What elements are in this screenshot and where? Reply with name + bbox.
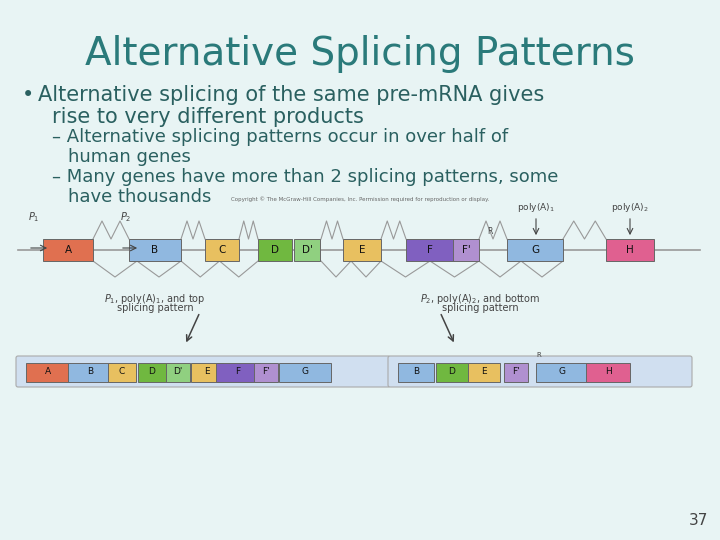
Text: R: R — [487, 227, 492, 236]
FancyBboxPatch shape — [191, 362, 223, 381]
FancyBboxPatch shape — [26, 362, 70, 381]
FancyBboxPatch shape — [254, 362, 278, 381]
Text: D: D — [148, 368, 156, 376]
Text: Alternative Splicing Patterns: Alternative Splicing Patterns — [85, 35, 635, 73]
Text: $P_1$, poly(A)$_1$, and top: $P_1$, poly(A)$_1$, and top — [104, 292, 206, 306]
Text: E: E — [204, 368, 210, 376]
Text: human genes: human genes — [68, 148, 191, 166]
FancyBboxPatch shape — [504, 362, 528, 381]
Text: A: A — [45, 368, 51, 376]
FancyBboxPatch shape — [388, 356, 692, 387]
FancyBboxPatch shape — [138, 362, 166, 381]
Text: H: H — [605, 368, 611, 376]
FancyBboxPatch shape — [205, 239, 239, 261]
Text: E: E — [359, 245, 365, 255]
Text: 37: 37 — [688, 513, 708, 528]
Text: G: G — [531, 245, 539, 255]
FancyBboxPatch shape — [468, 362, 500, 381]
Text: C: C — [119, 368, 125, 376]
Text: B: B — [87, 368, 93, 376]
Text: – Alternative splicing patterns occur in over half of: – Alternative splicing patterns occur in… — [52, 128, 508, 146]
Text: C: C — [218, 245, 225, 255]
FancyBboxPatch shape — [16, 356, 390, 387]
Text: $P_2$, poly(A)$_2$, and bottom: $P_2$, poly(A)$_2$, and bottom — [420, 292, 540, 306]
FancyBboxPatch shape — [216, 362, 260, 381]
Text: D: D — [271, 245, 279, 255]
Text: D': D' — [174, 368, 183, 376]
FancyBboxPatch shape — [586, 362, 630, 381]
Text: Alternative splicing of the same pre-mRNA gives: Alternative splicing of the same pre-mRN… — [38, 85, 544, 105]
Text: G: G — [559, 368, 565, 376]
FancyBboxPatch shape — [279, 362, 331, 381]
Text: rise to very different products: rise to very different products — [52, 107, 364, 127]
FancyBboxPatch shape — [129, 239, 181, 261]
Text: E: E — [481, 368, 487, 376]
FancyBboxPatch shape — [294, 239, 320, 261]
FancyBboxPatch shape — [108, 362, 136, 381]
Text: splicing pattern: splicing pattern — [441, 303, 518, 313]
Text: splicing pattern: splicing pattern — [117, 303, 193, 313]
Text: G: G — [302, 368, 308, 376]
FancyBboxPatch shape — [536, 362, 588, 381]
Text: $P_2$: $P_2$ — [120, 210, 132, 224]
FancyBboxPatch shape — [43, 239, 93, 261]
Text: Copyright © The McGraw-Hill Companies, Inc. Permission required for reproduction: Copyright © The McGraw-Hill Companies, I… — [231, 197, 489, 202]
Text: H: H — [626, 245, 634, 255]
FancyBboxPatch shape — [166, 362, 190, 381]
Text: have thousands: have thousands — [68, 188, 212, 206]
Text: D: D — [449, 368, 456, 376]
FancyBboxPatch shape — [68, 362, 112, 381]
Text: F: F — [427, 245, 433, 255]
Text: •: • — [22, 85, 35, 105]
Text: F': F' — [512, 368, 520, 376]
Text: R: R — [536, 352, 541, 358]
Text: D': D' — [302, 245, 312, 255]
FancyBboxPatch shape — [507, 239, 563, 261]
Text: A: A — [64, 245, 71, 255]
Text: F': F' — [462, 245, 470, 255]
FancyBboxPatch shape — [606, 239, 654, 261]
FancyBboxPatch shape — [343, 239, 381, 261]
Text: – Many genes have more than 2 splicing patterns, some: – Many genes have more than 2 splicing p… — [52, 168, 559, 186]
Text: $P_1$: $P_1$ — [28, 210, 40, 224]
Text: poly(A)$_1$: poly(A)$_1$ — [517, 201, 555, 214]
FancyBboxPatch shape — [398, 362, 434, 381]
Text: poly(A)$_2$: poly(A)$_2$ — [611, 201, 649, 214]
Text: B: B — [413, 368, 419, 376]
Text: F': F' — [262, 368, 270, 376]
Text: F: F — [235, 368, 240, 376]
FancyBboxPatch shape — [436, 362, 468, 381]
FancyBboxPatch shape — [406, 239, 454, 261]
Text: B: B — [151, 245, 158, 255]
FancyBboxPatch shape — [258, 239, 292, 261]
FancyBboxPatch shape — [453, 239, 479, 261]
